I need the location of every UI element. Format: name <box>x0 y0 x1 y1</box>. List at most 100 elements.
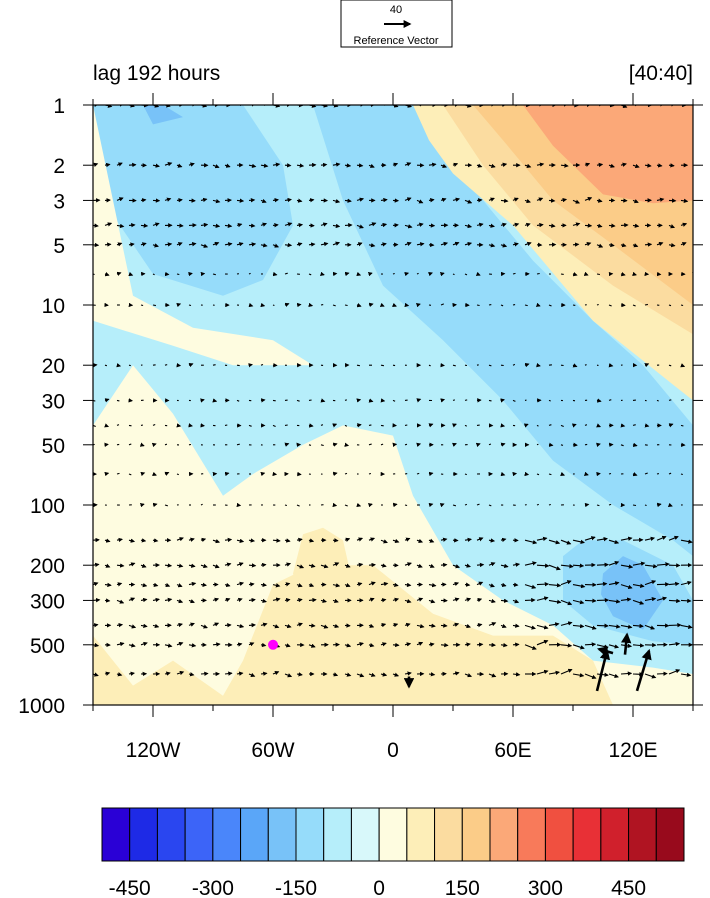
wind-vector <box>260 598 267 603</box>
wind-vector <box>536 624 549 630</box>
wind-vector <box>392 538 400 544</box>
wind-vector <box>632 424 636 426</box>
wind-vector <box>428 502 434 508</box>
wind-vector <box>367 272 373 277</box>
wind-vector <box>656 271 662 277</box>
wind-vector <box>296 504 300 507</box>
wind-vector <box>392 223 399 228</box>
wind-vector <box>404 504 408 507</box>
wind-vector <box>512 582 519 587</box>
wind-vector <box>608 560 620 566</box>
wind-vector <box>440 241 449 247</box>
wind-vector <box>128 443 132 446</box>
wind-vector <box>176 473 179 476</box>
wind-vector <box>344 643 352 648</box>
y-tick-label: 5 <box>53 235 65 258</box>
wind-vector <box>128 223 136 228</box>
wind-vector <box>488 197 495 202</box>
wind-vector <box>356 582 363 587</box>
wind-vector <box>500 642 508 648</box>
wind-vector <box>656 197 665 202</box>
wind-vector <box>536 197 544 202</box>
wind-vector <box>608 363 614 368</box>
wind-vector <box>560 471 566 477</box>
wind-vector <box>608 539 620 545</box>
wind-vector <box>452 671 460 676</box>
wind-vector <box>656 399 659 402</box>
wind-vector <box>632 504 637 507</box>
wind-vector <box>380 539 388 544</box>
wind-vector <box>116 424 120 426</box>
wind-vector <box>500 198 509 203</box>
wind-vector <box>500 537 507 543</box>
wind-vector <box>224 623 232 628</box>
wind-vector <box>632 599 645 605</box>
wind-vector <box>536 272 540 275</box>
wind-vector <box>500 162 508 167</box>
wind-vector <box>584 162 591 167</box>
wind-vector <box>404 162 412 167</box>
wind-vector <box>488 243 496 248</box>
wind-vector <box>308 444 312 446</box>
wind-vector <box>464 424 467 427</box>
wind-vector <box>332 502 338 508</box>
wind-vector <box>248 597 256 603</box>
contour-region <box>601 556 663 630</box>
wind-vector <box>224 562 232 567</box>
reference-vector-magnitude: 40 <box>390 4 402 16</box>
wind-vector <box>368 222 377 227</box>
wind-vector <box>512 471 518 477</box>
wind-vector <box>692 225 693 226</box>
wind-vector <box>104 423 110 428</box>
colorbar-swatch <box>101 807 131 862</box>
wind-vector <box>236 242 244 247</box>
wind-vector <box>308 302 314 308</box>
wind-vector <box>620 536 633 541</box>
wind-vector <box>164 271 170 277</box>
wind-vector <box>104 671 111 676</box>
wind-vector <box>212 622 220 627</box>
wind-vector <box>248 642 255 647</box>
wind-vector <box>584 598 597 603</box>
wind-vector <box>260 471 266 477</box>
wind-vector <box>560 580 572 586</box>
wind-vector <box>596 536 608 542</box>
wind-vector <box>104 598 111 603</box>
wind-vector <box>332 623 340 629</box>
wind-vector <box>512 562 521 567</box>
wind-vector <box>452 564 461 569</box>
wind-vector <box>500 304 504 307</box>
wind-vector <box>212 642 221 647</box>
wind-vector <box>668 399 672 401</box>
y-tick-label: 10 <box>42 295 65 318</box>
wind-vector <box>284 302 290 307</box>
wind-vector <box>116 622 124 628</box>
wind-vector <box>464 642 471 647</box>
wind-vector <box>632 163 640 169</box>
wind-vector <box>176 598 184 604</box>
wind-vector <box>439 503 445 508</box>
wind-vector <box>583 271 589 276</box>
colorbar-swatch <box>240 807 269 862</box>
contour-region <box>93 565 613 705</box>
wind-vector <box>584 502 590 508</box>
wind-vector <box>548 198 556 203</box>
wind-vector <box>344 472 348 475</box>
wind-vector <box>380 443 384 446</box>
wind-vector <box>104 563 111 568</box>
wind-vector <box>524 222 531 228</box>
wind-vector <box>164 582 171 588</box>
wind-vector <box>152 471 157 476</box>
wind-vector <box>524 304 528 307</box>
y-tick-label: 2 <box>53 155 65 178</box>
colorbar-swatch <box>600 807 630 862</box>
colorbar-tick-label: -450 <box>109 877 151 898</box>
wind-vector <box>236 581 245 586</box>
wind-vector <box>152 163 160 168</box>
wind-vector <box>512 197 519 202</box>
wind-vector <box>188 672 195 677</box>
wind-vector <box>608 223 616 228</box>
wind-vector <box>536 162 545 167</box>
wind-vector <box>356 673 365 678</box>
wind-vector <box>116 197 124 202</box>
